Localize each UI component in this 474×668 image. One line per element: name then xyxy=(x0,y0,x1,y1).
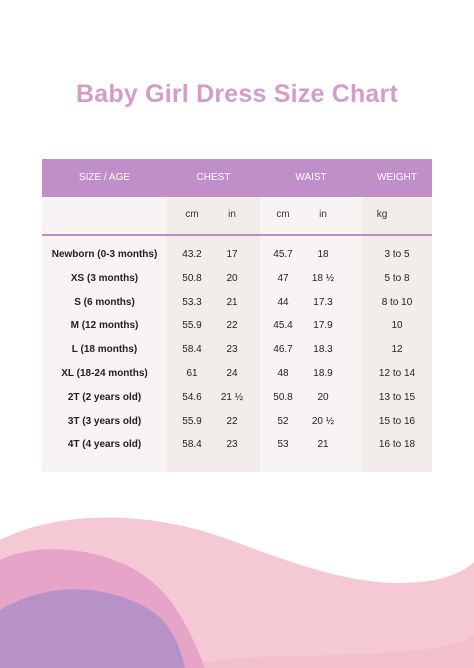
unit-chest-in: in xyxy=(228,209,236,220)
cell-waist-cm: 44 xyxy=(277,296,289,308)
cell-waist-cm: 53 xyxy=(277,439,289,451)
header-chest: CHEST xyxy=(196,172,231,183)
cell-weight: 15 to 16 xyxy=(378,415,416,427)
weight-column-shade xyxy=(362,197,432,472)
cell-waist-in: 17.9 xyxy=(313,320,333,332)
cell-weight: 5 to 8 xyxy=(384,272,410,284)
table-row: M (12 months) 55.9 22 45.4 17.9 10 xyxy=(42,314,432,338)
cell-chest-cm: 54.6 xyxy=(182,391,202,403)
cell-weight: 13 to 15 xyxy=(378,391,416,403)
cell-size: M (12 months) xyxy=(70,320,139,332)
cell-chest-in: 22 xyxy=(226,415,238,427)
cell-chest-cm: 50.8 xyxy=(182,272,202,284)
unit-chest-cm: cm xyxy=(185,209,199,220)
table-row: L (18 months) 58.4 23 46.7 18.3 12 xyxy=(42,338,432,362)
cell-weight: 16 to 18 xyxy=(378,439,416,451)
wave-light-pink-lower xyxy=(180,636,474,668)
cell-chest-in: 17 xyxy=(226,249,238,260)
cell-size: XL (18-24 months) xyxy=(61,368,148,379)
cell-chest-cm: 58.4 xyxy=(182,344,202,356)
cell-waist-in: 21 xyxy=(317,439,329,451)
cell-waist-cm: 52 xyxy=(277,415,289,427)
cell-chest-in: 23 xyxy=(226,344,238,356)
cell-size: S (6 months) xyxy=(74,296,135,308)
table-row: XL (18-24 months) 61 24 48 18.9 12 to 14 xyxy=(42,362,432,386)
cell-waist-cm: 45.4 xyxy=(273,320,293,332)
cell-size: 4T (4 years old) xyxy=(67,439,142,451)
cell-waist-cm: 45.7 xyxy=(273,249,293,260)
cell-chest-cm: 58.4 xyxy=(182,439,202,451)
cell-size: XS (3 months) xyxy=(70,272,139,284)
header-weight: WEIGHT xyxy=(377,172,417,183)
cell-chest-in: 20 xyxy=(226,272,238,284)
cell-chest-cm: 61 xyxy=(186,368,198,379)
cell-chest-in: 21 xyxy=(226,296,238,308)
cell-waist-cm: 48 xyxy=(277,368,289,379)
cell-waist-in: 17.3 xyxy=(313,296,333,308)
header-waist: WAIST xyxy=(295,172,327,183)
header-size-age: SIZE / AGE xyxy=(78,172,131,183)
unit-waist-in: in xyxy=(319,209,327,220)
cell-waist-in: 18.9 xyxy=(313,368,333,379)
cell-chest-in: 21 ½ xyxy=(220,391,244,403)
cell-size: Newborn (0-3 months) xyxy=(51,249,158,260)
cell-waist-in: 18.3 xyxy=(313,344,333,356)
table-row: XS (3 months) 50.8 20 47 18 ½ 5 to 8 xyxy=(42,267,432,291)
cell-weight: 12 xyxy=(391,344,403,356)
cell-waist-in: 20 xyxy=(317,391,329,403)
table-row: S (6 months) 53.3 21 44 17.3 8 to 10 xyxy=(42,291,432,315)
cell-size: 3T (3 years old) xyxy=(67,415,142,427)
cell-chest-cm: 55.9 xyxy=(182,415,202,427)
cell-waist-in: 20 ½ xyxy=(311,415,335,427)
cell-chest-cm: 55.9 xyxy=(182,320,202,332)
cell-chest-cm: 43.2 xyxy=(182,249,202,260)
page-title: Baby Girl Dress Size Chart xyxy=(76,80,398,108)
cell-waist-cm: 46.7 xyxy=(273,344,293,356)
decorative-waves xyxy=(0,517,474,668)
unit-waist-cm: cm xyxy=(276,209,290,220)
unit-weight-kg: kg xyxy=(376,209,388,220)
cell-waist-cm: 47 xyxy=(277,272,289,284)
cell-chest-cm: 53.3 xyxy=(182,296,202,308)
table-header: SIZE / AGE CHEST WAIST WEIGHT xyxy=(42,159,432,197)
cell-chest-in: 23 xyxy=(226,439,238,451)
cell-chest-in: 22 xyxy=(226,320,238,332)
cell-weight: 8 to 10 xyxy=(381,296,413,308)
cell-waist-in: 18 xyxy=(317,249,329,260)
size-chart-table: SIZE / AGE CHEST WAIST WEIGHT cm in cm i… xyxy=(42,159,432,472)
cell-weight: 12 to 14 xyxy=(378,368,416,379)
cell-size: L (18 months) xyxy=(71,344,138,356)
cell-waist-cm: 50.8 xyxy=(273,391,293,403)
table-row: 4T (4 years old) 58.4 23 53 21 16 to 18 xyxy=(42,433,432,457)
cell-size: 2T (2 years old) xyxy=(67,391,142,403)
table-row: 3T (3 years old) 55.9 22 52 20 ½ 15 to 16 xyxy=(42,410,432,434)
header-divider xyxy=(42,234,432,236)
table-row: 2T (2 years old) 54.6 21 ½ 50.8 20 13 to 15 xyxy=(42,386,432,410)
cell-chest-in: 24 xyxy=(226,368,238,379)
table-row: Newborn (0-3 months) 43.2 17 45.7 18 3 to 5 xyxy=(42,243,432,267)
cell-weight: 10 xyxy=(391,320,403,332)
cell-waist-in: 18 ½ xyxy=(311,272,335,284)
chest-column-shade xyxy=(167,197,260,472)
cell-weight: 3 to 5 xyxy=(384,249,410,260)
wave-purple xyxy=(0,589,185,668)
